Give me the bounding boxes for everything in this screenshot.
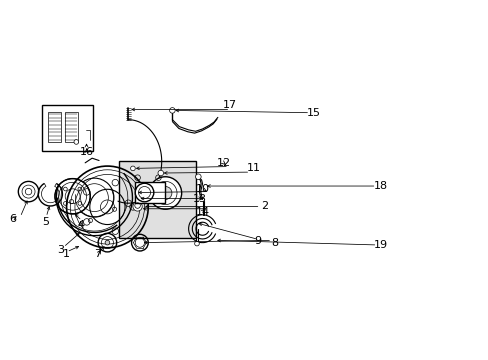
Text: 7: 7 (94, 249, 102, 259)
Circle shape (149, 177, 181, 209)
Text: 13: 13 (193, 194, 207, 203)
Text: 2: 2 (260, 202, 267, 211)
Text: 9: 9 (254, 236, 261, 246)
Circle shape (195, 174, 201, 180)
Text: 8: 8 (270, 238, 278, 248)
Bar (48, 112, 61, 142)
Text: 12: 12 (216, 158, 230, 168)
Circle shape (74, 140, 79, 144)
Text: 5: 5 (41, 217, 49, 227)
Circle shape (133, 202, 142, 211)
Bar (119, 161, 195, 238)
Circle shape (159, 186, 172, 199)
Bar (41, 105, 92, 151)
Text: 1: 1 (63, 249, 70, 259)
Circle shape (105, 240, 109, 245)
Text: 17: 17 (223, 100, 237, 110)
Text: 10: 10 (195, 184, 209, 194)
Text: 16: 16 (80, 147, 93, 157)
Circle shape (55, 179, 90, 214)
Text: 3: 3 (58, 244, 64, 255)
Circle shape (194, 241, 199, 246)
Text: 6: 6 (10, 213, 17, 224)
Bar (135, 182, 165, 203)
Text: 14: 14 (195, 207, 209, 217)
Circle shape (135, 183, 154, 202)
Circle shape (75, 178, 114, 217)
Text: 15: 15 (306, 108, 320, 118)
Text: 11: 11 (246, 163, 260, 174)
Circle shape (169, 108, 175, 113)
Text: 18: 18 (373, 181, 387, 191)
Circle shape (130, 166, 135, 171)
Bar (64, 112, 78, 142)
Text: 19: 19 (373, 240, 387, 250)
Text: 4: 4 (77, 220, 84, 230)
Circle shape (158, 170, 163, 176)
